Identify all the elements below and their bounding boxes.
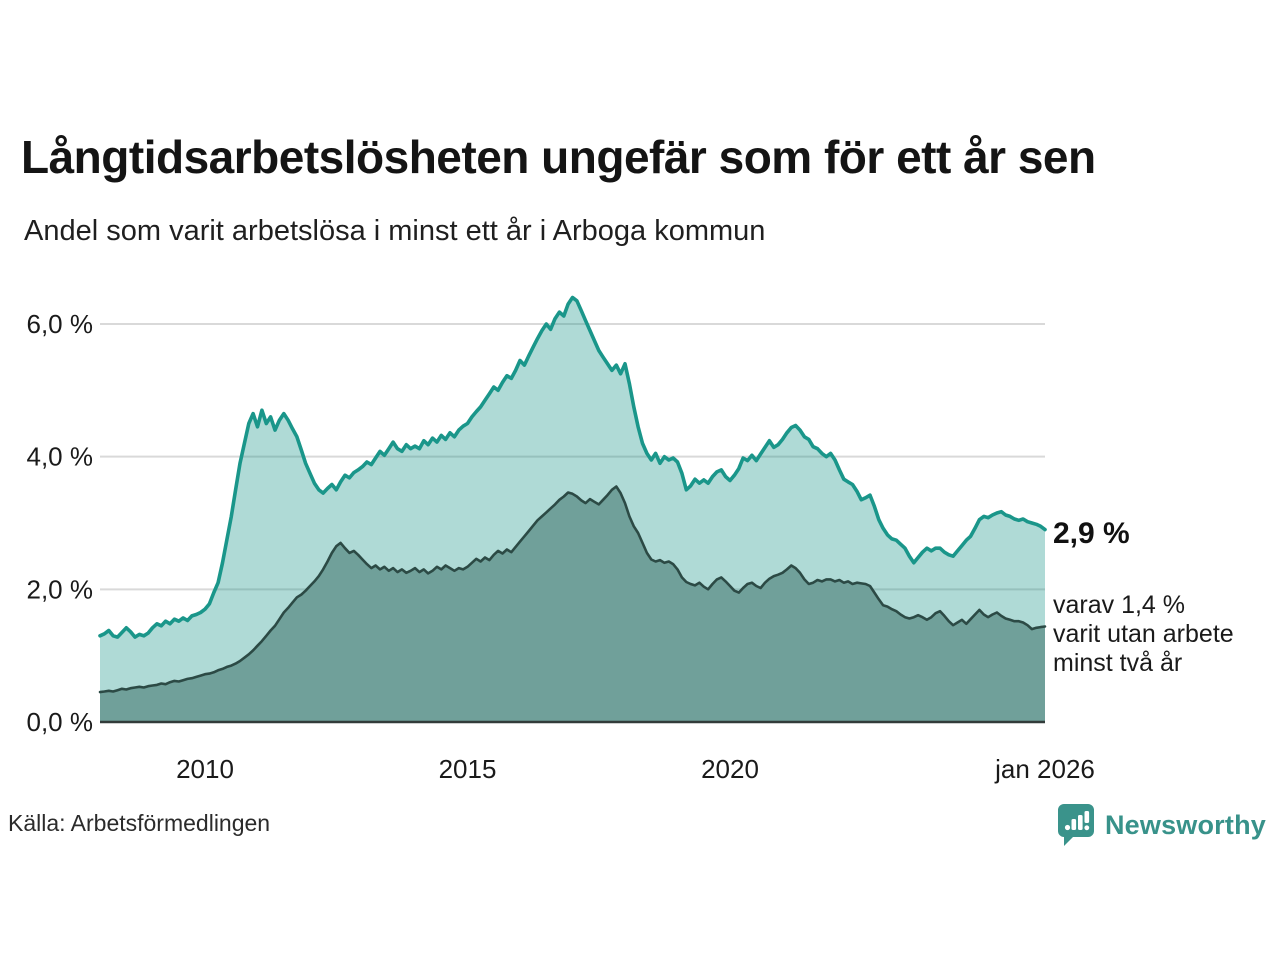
x-tick-label-jan-2026: jan 2026 [994,754,1095,784]
x-tick-label-2010: 2010 [176,754,234,784]
y-tick-label-6: 6,0 % [27,309,94,339]
y-tick-label-2: 2,0 % [27,574,94,604]
y-tick-label-4: 4,0 % [27,442,94,472]
x-tick-label-2015: 2015 [439,754,497,784]
newsworthy-logo-icon [1057,804,1094,846]
chart-title: Långtidsarbetslösheten ungefär som för e… [21,131,1096,183]
brand-footer: Newsworthy [1057,803,1266,847]
line-total-long-term [98,295,1047,639]
area-chart: 0,0 % 2,0 % 4,0 % 6,0 % 2010 2015 2020 jan 2026 [27,295,1095,784]
line-two-years [98,485,1047,694]
y-tick-label-0: 0,0 % [27,707,94,737]
latest-value-label: 2,9 % [1053,517,1130,550]
logo-exclamation-dot [1084,825,1090,831]
logo-bar-2 [1077,815,1083,830]
logo-bar-1 [1071,819,1077,830]
two-year-value-label: varav 1,4 % varit utan arbete minst två … [1053,591,1234,677]
chart-subtitle: Andel som varit arbetslösa i minst ett å… [24,215,766,247]
brand-wordmark: Newsworthy [1104,809,1266,840]
logo-exclamation-bar [1084,811,1090,823]
logo-dot [1064,824,1071,831]
area-two-years [100,486,1045,722]
x-tick-label-2020: 2020 [701,754,759,784]
source-caption: Källa: Arbetsförmedlingen [8,810,271,836]
